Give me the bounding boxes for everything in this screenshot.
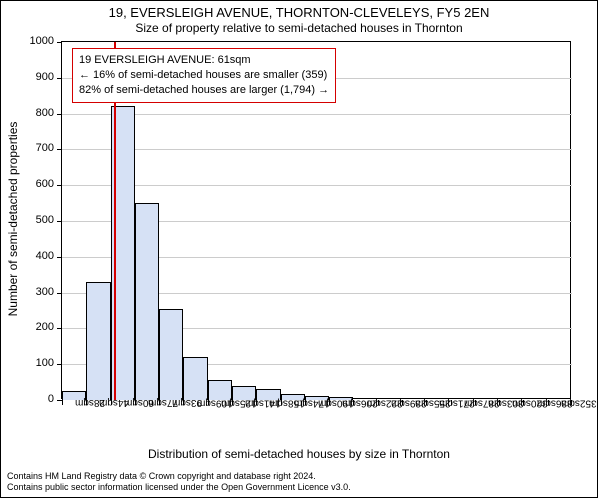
legend-line: 19 EVERSLEIGH AVENUE: 61sqm xyxy=(79,53,329,68)
y-tick xyxy=(57,293,62,294)
gridline xyxy=(62,185,572,186)
y-tick-label: 400 xyxy=(24,250,54,262)
y-tick-label: 700 xyxy=(24,142,54,154)
y-tick-label: 300 xyxy=(24,286,54,298)
y-tick-label: 800 xyxy=(24,107,54,119)
x-tick xyxy=(62,400,63,405)
x-tick xyxy=(256,400,257,405)
histogram-bar xyxy=(183,357,207,400)
y-tick xyxy=(57,78,62,79)
y-tick-label: 0 xyxy=(24,393,54,405)
y-tick xyxy=(57,42,62,43)
x-tick xyxy=(208,400,209,405)
x-tick xyxy=(451,400,452,405)
y-tick xyxy=(57,364,62,365)
histogram-bar xyxy=(86,282,110,400)
legend-line: ← 16% of semi-detached houses are smalle… xyxy=(79,68,329,83)
x-tick xyxy=(548,400,549,405)
chart-container: 19, EVERSLEIGH AVENUE, THORNTON-CLEVELEY… xyxy=(0,0,598,498)
x-tick xyxy=(305,400,306,405)
x-tick xyxy=(571,400,572,405)
x-tick xyxy=(232,400,233,405)
chart-title: 19, EVERSLEIGH AVENUE, THORNTON-CLEVELEY… xyxy=(1,5,597,20)
legend-line: 82% of semi-detached houses are larger (… xyxy=(79,83,329,98)
x-tick xyxy=(329,400,330,405)
y-tick xyxy=(57,221,62,222)
chart-subtitle: Size of property relative to semi-detach… xyxy=(1,21,597,35)
y-tick-label: 1000 xyxy=(24,35,54,47)
x-tick xyxy=(183,400,184,405)
y-tick xyxy=(57,149,62,150)
gridline xyxy=(62,114,572,115)
y-tick-label: 600 xyxy=(24,178,54,190)
y-tick-label: 900 xyxy=(24,71,54,83)
footer-attribution: Contains HM Land Registry data © Crown c… xyxy=(7,471,351,494)
x-tick xyxy=(281,400,282,405)
y-tick-label: 500 xyxy=(24,214,54,226)
x-tick xyxy=(378,400,379,405)
x-axis-label: Distribution of semi-detached houses by … xyxy=(1,447,597,461)
y-tick xyxy=(57,257,62,258)
plot-area: 0100200300400500600700800900100028sqm44s… xyxy=(61,41,571,399)
legend-box: 19 EVERSLEIGH AVENUE: 61sqm← 16% of semi… xyxy=(72,48,336,103)
y-tick xyxy=(57,114,62,115)
y-tick-label: 200 xyxy=(24,321,54,333)
x-tick xyxy=(353,400,354,405)
x-tick xyxy=(135,400,136,405)
y-tick xyxy=(57,328,62,329)
x-tick xyxy=(402,400,403,405)
footer-line-1: Contains HM Land Registry data © Crown c… xyxy=(7,471,351,482)
x-tick xyxy=(111,400,112,405)
footer-line-2: Contains public sector information licen… xyxy=(7,482,351,493)
x-tick xyxy=(475,400,476,405)
x-tick xyxy=(426,400,427,405)
y-tick-label: 100 xyxy=(24,357,54,369)
gridline xyxy=(62,149,572,150)
x-tick xyxy=(499,400,500,405)
y-axis-label: Number of semi-detached properties xyxy=(6,119,20,319)
x-tick xyxy=(523,400,524,405)
x-tick xyxy=(86,400,87,405)
histogram-bar xyxy=(159,309,183,400)
y-tick xyxy=(57,185,62,186)
x-tick xyxy=(159,400,160,405)
histogram-bar xyxy=(135,203,159,400)
